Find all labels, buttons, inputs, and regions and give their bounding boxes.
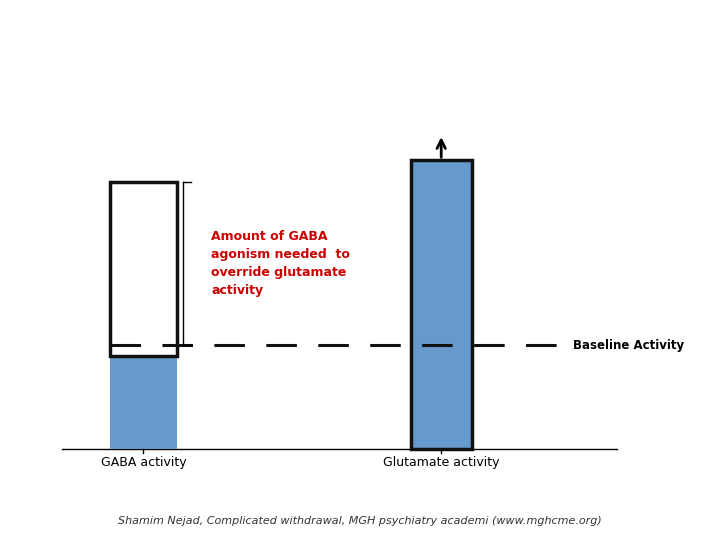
Bar bbox=[109, 356, 177, 449]
Text: Amount of GABA
agonism needed  to
override glutamate
activity: Amount of GABA agonism needed to overrid… bbox=[211, 231, 350, 298]
Text: Shamim Nejad, Complicated withdrawal, MGH psychiatry academi (www.mghcme.org): Shamim Nejad, Complicated withdrawal, MG… bbox=[118, 516, 602, 526]
Text: 4: 4 bbox=[18, 43, 43, 77]
Text: Pathophysiology: Pathophysiology bbox=[54, 46, 339, 75]
Text: Baseline Activity: Baseline Activity bbox=[573, 339, 684, 352]
Bar bbox=[410, 160, 472, 449]
Bar bbox=[109, 183, 177, 356]
Text: Glutamate activity: Glutamate activity bbox=[383, 456, 500, 469]
Text: GABA activity: GABA activity bbox=[101, 456, 186, 469]
